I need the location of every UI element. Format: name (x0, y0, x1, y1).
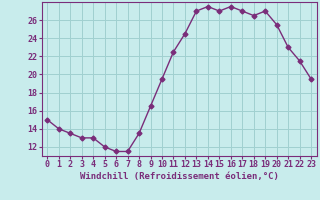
X-axis label: Windchill (Refroidissement éolien,°C): Windchill (Refroidissement éolien,°C) (80, 172, 279, 181)
